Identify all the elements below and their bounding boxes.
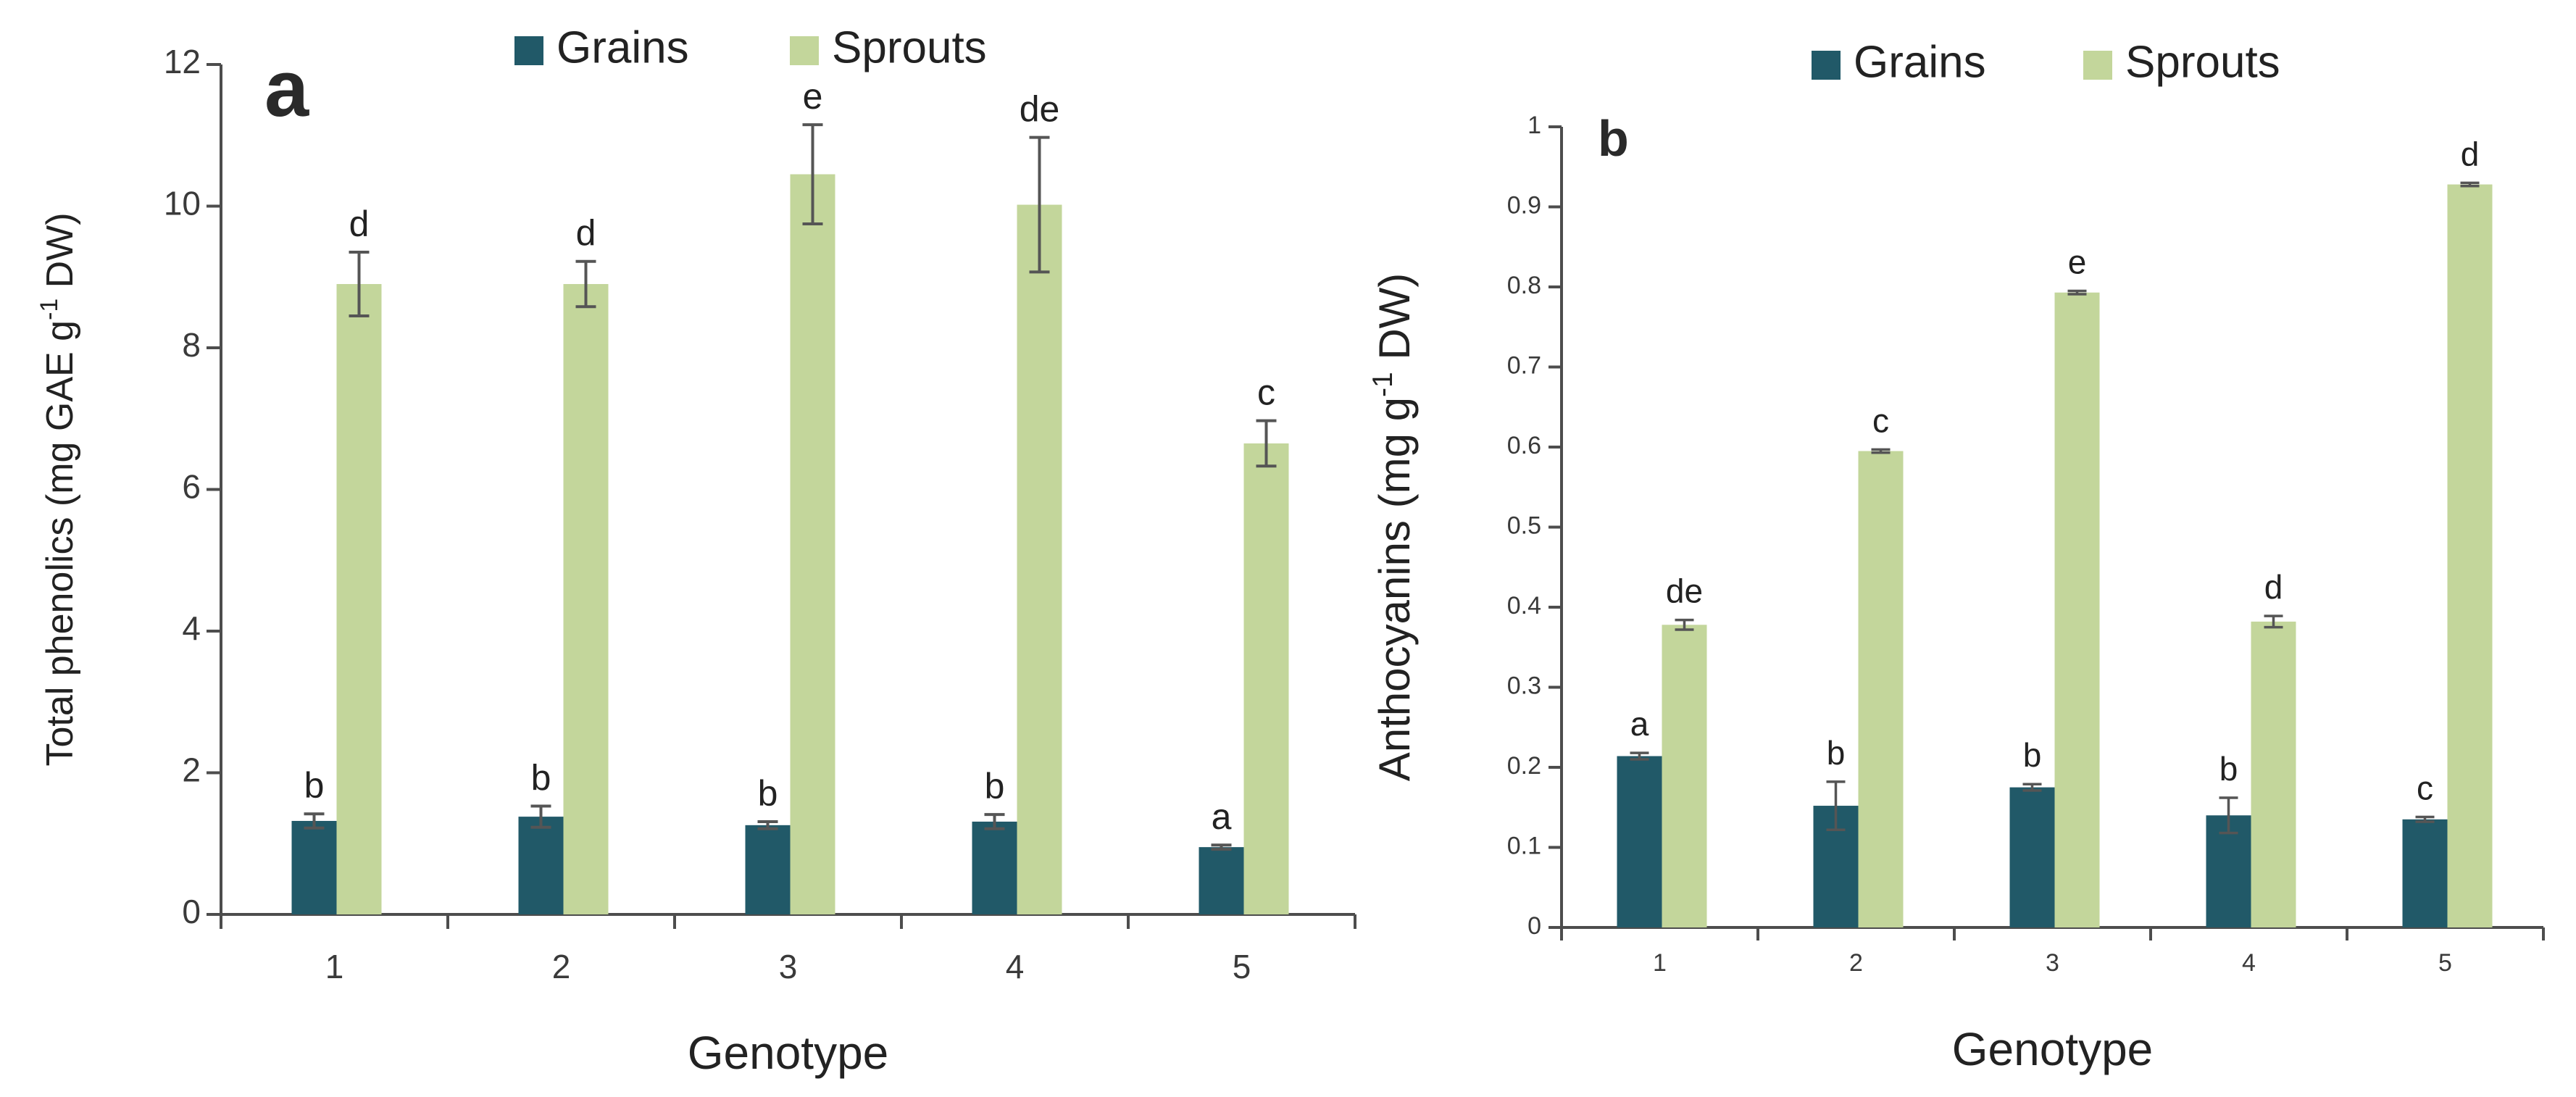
- significance-letter: b: [2219, 750, 2238, 788]
- legend-label-grains: Grains: [557, 22, 689, 72]
- bar-sprouts-1: [336, 284, 382, 914]
- y-tick-label: 0: [182, 893, 201, 930]
- x-tick-label: 4: [2242, 949, 2256, 977]
- y-tick-label: 0.6: [1507, 432, 1541, 459]
- x-tick-label: 3: [2046, 949, 2059, 977]
- significance-letter: b: [304, 765, 325, 806]
- y-tick-label: 10: [164, 185, 201, 222]
- y-tick-label: 8: [182, 326, 201, 364]
- x-tick-label: 4: [1006, 948, 1025, 985]
- x-tick-label: 3: [779, 948, 798, 985]
- significance-letter: b: [985, 766, 1005, 806]
- significance-letter: d: [2264, 568, 2283, 606]
- y-tick-label: 0.3: [1507, 672, 1541, 699]
- y-tick-label: 12: [164, 43, 201, 80]
- significance-letter: d: [576, 213, 596, 254]
- x-tick-label: 2: [552, 948, 571, 985]
- significance-letter: c: [2417, 769, 2433, 807]
- significance-letter: e: [803, 76, 823, 117]
- bar-grains-1: [291, 820, 337, 914]
- y-tick-label: 0.8: [1507, 272, 1541, 299]
- legend: Grains Sprouts: [514, 22, 987, 72]
- bar-sprouts-4: [1017, 204, 1062, 914]
- significance-letter: d: [349, 204, 370, 244]
- bar-sprouts-1: [1662, 625, 1707, 927]
- x-tick-label: 5: [1233, 948, 1251, 985]
- legend-swatch-sprouts: [790, 36, 819, 65]
- bar-grains-3: [745, 825, 791, 914]
- x-tick-label: 1: [325, 948, 344, 985]
- bar-sprouts-2: [1858, 451, 1904, 927]
- y-tick-label: 2: [182, 751, 201, 789]
- bar-grains-4: [972, 821, 1017, 914]
- y-tick-label: 0.7: [1507, 351, 1541, 379]
- bar-grains-5: [2402, 819, 2448, 927]
- significance-letter: c: [1257, 372, 1275, 413]
- bar-grains-3: [2009, 787, 2055, 927]
- legend-swatch-grains: [514, 36, 543, 65]
- significance-letter: de: [1020, 89, 1060, 130]
- y-tick-label: 0.9: [1507, 191, 1541, 219]
- significance-letter: e: [2068, 243, 2087, 281]
- significance-letter: d: [2461, 135, 2480, 172]
- bar-grains-2: [518, 817, 564, 914]
- y-axis-label: Total phenolics (mg GAE g-1 DW): [36, 212, 81, 766]
- bar-sprouts-3: [790, 174, 835, 914]
- significance-letter: a: [1630, 705, 1649, 743]
- bar-sprouts-2: [563, 284, 609, 914]
- significance-letter: b: [1827, 734, 1846, 772]
- panel-label: b: [1598, 110, 1629, 167]
- panel-label: a: [264, 44, 309, 133]
- x-axis-label: Genotype: [1952, 1023, 2154, 1075]
- y-tick-label: 0: [1527, 912, 1541, 940]
- legend-swatch-sprouts: [2083, 51, 2112, 80]
- legend-label-sprouts: Sprouts: [832, 22, 987, 72]
- y-tick-label: 0.2: [1507, 752, 1541, 780]
- x-tick-label: 1: [1653, 949, 1667, 977]
- y-tick-label: 0.1: [1507, 832, 1541, 859]
- bar-sprouts-4: [2251, 621, 2296, 927]
- bar-sprouts-5: [1243, 443, 1289, 914]
- y-tick-label: 4: [182, 609, 201, 647]
- y-tick-label: 1: [1527, 112, 1541, 139]
- significance-letter: a: [1212, 796, 1232, 837]
- x-tick-label: 5: [2438, 949, 2452, 977]
- legend: Grains Sprouts: [1812, 37, 2280, 87]
- bar-grains-5: [1199, 847, 1244, 914]
- chart-panel-b: 0 0.1 0.2 0.3 0.4 0.5 0.6 0.7 0.8 0.9 1 1 2 3 4 5 a b b b c d…: [1367, 37, 2545, 1075]
- x-tick-label: 2: [1849, 949, 1863, 977]
- legend-label-grains: Grains: [1854, 37, 1986, 87]
- y-tick-label: 0.5: [1507, 512, 1541, 539]
- bar-sprouts-5: [2447, 184, 2493, 927]
- x-axis-label: Genotype: [688, 1027, 889, 1079]
- significance-letter: de: [1666, 572, 1703, 610]
- significance-letter: b: [531, 757, 551, 798]
- significance-letter: b: [758, 773, 778, 814]
- legend-swatch-grains: [1812, 51, 1841, 80]
- legend-label-sprouts: Sprouts: [2125, 37, 2280, 87]
- bar-sprouts-3: [2054, 292, 2100, 927]
- significance-letter: b: [2023, 736, 2042, 774]
- bar-grains-1: [1617, 756, 1662, 927]
- significance-letter: c: [1872, 401, 1889, 439]
- y-axis-label: Anthocyanins (mg g-1 DW): [1367, 273, 1419, 782]
- y-tick-label: 0.4: [1507, 592, 1541, 620]
- y-tick-label: 6: [182, 468, 201, 506]
